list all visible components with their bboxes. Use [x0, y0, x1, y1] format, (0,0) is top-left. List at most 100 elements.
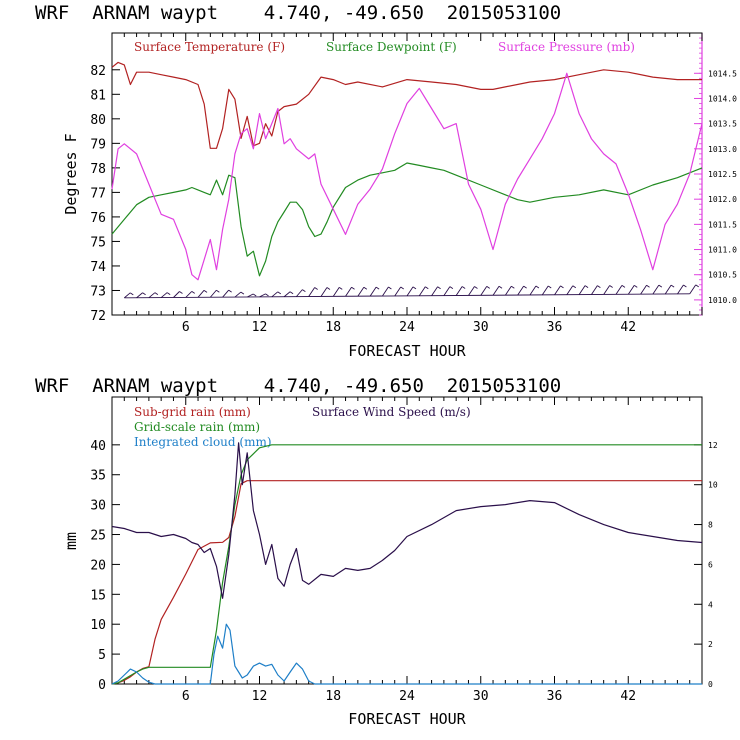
wind-barb [689, 284, 697, 295]
wind-barb-flag [621, 285, 626, 288]
wind-barb-flag [302, 289, 306, 293]
wind-barb-flag [363, 286, 368, 290]
wind-barb [222, 289, 229, 298]
wind-barb [234, 291, 242, 298]
wind-barb [185, 291, 193, 298]
legend-dewpoint: Surface Dewpoint (F) [326, 40, 457, 54]
y-tick-label: 15 [90, 588, 106, 603]
wind-barb [160, 292, 168, 298]
x-tick-label: 36 [547, 689, 563, 704]
y2-tick-label: 1012.0 [708, 195, 737, 204]
y-tick-label: 30 [90, 499, 106, 514]
wind-barb-flag [326, 287, 331, 290]
x-tick-label: 24 [399, 689, 415, 704]
wind-barb [591, 285, 598, 295]
y-tick-label: 82 [90, 64, 106, 79]
wind-barb [247, 293, 254, 298]
chart-rain-panel: WRF ARNAM waypt 4.740, -49.650 201505310… [35, 375, 718, 728]
y2-tick-label: 12 [708, 441, 718, 450]
y-tick-label: 75 [90, 235, 106, 250]
y2-tick-label: 2 [708, 640, 713, 649]
y-tick-label: 78 [90, 162, 106, 177]
wind-barb [209, 289, 217, 298]
wind-barb-flag [216, 289, 220, 293]
legend-bottom: Sub-grid rain (mm) Grid-scale rain (mm) … [134, 405, 471, 449]
wind-barb-flag [400, 286, 404, 290]
wind-barb [431, 286, 438, 296]
x-tick-label: 12 [252, 689, 268, 704]
wind-barb [136, 292, 143, 299]
wind-barb [197, 290, 205, 298]
wind-barb-flag [449, 286, 454, 289]
y2-tick-label: 1010.5 [708, 271, 737, 280]
wind-barb [455, 286, 463, 296]
wind-barb-flag [511, 285, 515, 289]
wind-barb [148, 292, 156, 299]
wind-barb-flag [670, 284, 675, 288]
y-tick-label: 79 [90, 137, 106, 152]
wind-barb [578, 285, 586, 295]
wind-barb [492, 286, 500, 296]
wind-barb [394, 286, 402, 297]
wind-barb-flag [658, 284, 663, 288]
x-tick-label: 18 [325, 689, 341, 704]
y2-tick-label: 6 [708, 560, 713, 569]
y2-tick-label: 1014.5 [708, 69, 737, 78]
series-bottom [111, 442, 703, 685]
y-tick-label: 76 [90, 211, 106, 226]
y-tick-label: 74 [90, 260, 106, 275]
left-axis-bottom: 0 5 10 15 20 25 30 35 40 [90, 439, 120, 693]
xlabel-bottom: FORECAST HOUR [348, 710, 466, 728]
wind-barb-flag [572, 285, 577, 289]
y-tick-label: 81 [90, 88, 106, 103]
wind-barb [320, 287, 328, 297]
wind-barb-flag [351, 286, 355, 290]
wind-barb [443, 286, 451, 296]
wind-barb [677, 284, 684, 295]
wind-barb [480, 286, 488, 296]
wind-barb-flag [142, 292, 146, 296]
ylabel-top: Degrees F [62, 133, 80, 214]
wind-barb [664, 284, 672, 295]
series-line-pressure [111, 72, 703, 281]
y-tick-label: 72 [90, 309, 106, 324]
y2-tick-label: 1010.0 [708, 296, 737, 305]
y-tick-label: 25 [90, 529, 106, 544]
wind-barb-flag [203, 289, 208, 293]
legend-wind: Surface Wind Speed (m/s) [312, 405, 471, 419]
wind-barb [517, 285, 524, 296]
x-tick-label: 24 [399, 320, 415, 335]
series-line-wind [111, 442, 703, 599]
wind-barb-flag [289, 291, 294, 295]
series-line-gridscale [111, 444, 702, 685]
wind-barb [640, 285, 647, 295]
x-axis-bottom: 6 12 18 24 30 36 42 [111, 397, 703, 704]
wind-barb [332, 287, 340, 297]
wind-barb [603, 285, 611, 295]
series-line-dewpoint [111, 162, 703, 277]
series-line-temperature [111, 61, 702, 149]
y-tick-label: 5 [98, 648, 106, 663]
x-tick-label: 36 [547, 320, 563, 335]
y2-tick-label: 1013.0 [708, 145, 737, 154]
wind-barb [296, 289, 303, 297]
wind-barb-flag [265, 293, 269, 297]
wind-barb [308, 287, 316, 297]
legend-pressure: Surface Pressure (mb) [498, 40, 635, 54]
y2-tick-label: 1011.5 [708, 220, 737, 229]
wind-barb [652, 284, 660, 295]
wind-barb-flag [683, 284, 687, 288]
wind-barb [345, 287, 352, 297]
legend-temperature: Surface Temperature (F) [134, 40, 285, 54]
series-top [111, 61, 703, 281]
left-axis-top: 72 73 74 75 76 77 78 79 80 81 82 [90, 64, 120, 324]
y-tick-label: 35 [90, 469, 106, 484]
wind-barb-flag [388, 286, 392, 290]
wind-barb-flag [634, 284, 638, 288]
chart-header-top: WRF ARNAM waypt 4.740, -49.650 201505310… [35, 2, 561, 24]
wind-barb-flag [314, 287, 318, 290]
y2-tick-label: 1012.5 [708, 170, 737, 179]
legend-top: Surface Temperature (F) Surface Dewpoint… [134, 40, 635, 54]
y2-tick-label: 10 [708, 481, 718, 490]
wind-barb-flag [474, 286, 478, 289]
